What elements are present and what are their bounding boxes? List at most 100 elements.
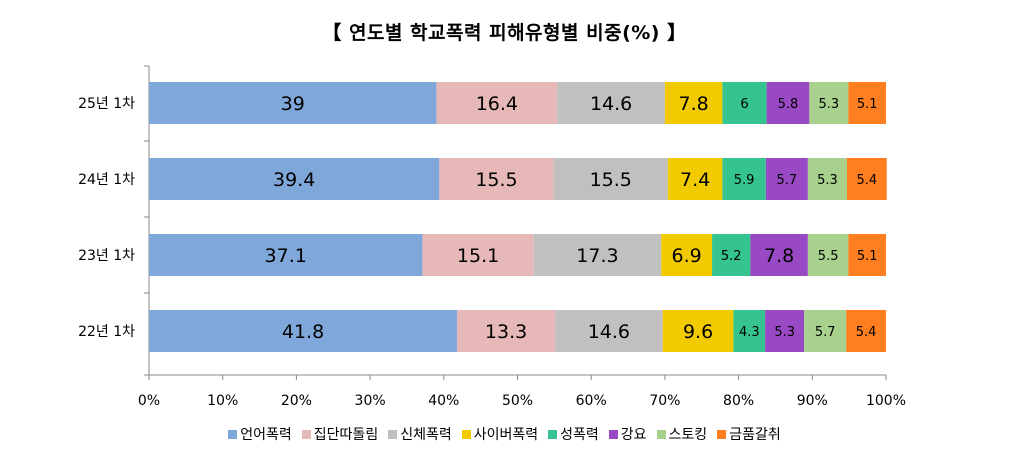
legend-item: 금품갈취 bbox=[717, 424, 781, 444]
data-label: 5.3 bbox=[817, 173, 838, 188]
data-label: 7.4 bbox=[680, 169, 710, 191]
bar-segment bbox=[804, 310, 847, 352]
bar-segment bbox=[809, 82, 849, 124]
bar-segment bbox=[555, 310, 663, 352]
legend-item: 강요 bbox=[608, 424, 647, 444]
bar-segment bbox=[722, 158, 766, 200]
x-tick-label: 90% bbox=[797, 393, 828, 409]
legend-item: 언어폭력 bbox=[228, 424, 292, 444]
x-tick-label: 10% bbox=[207, 393, 238, 409]
data-label: 9.6 bbox=[683, 321, 713, 343]
data-label: 6 bbox=[740, 97, 748, 112]
legend-label: 성폭력 bbox=[560, 427, 599, 443]
data-label: 5.1 bbox=[857, 249, 878, 264]
x-tick-label: 0% bbox=[138, 393, 160, 409]
bar-segment bbox=[422, 234, 534, 276]
data-label: 5.7 bbox=[777, 173, 798, 188]
bar-segment bbox=[765, 158, 808, 200]
legend-swatch bbox=[548, 429, 558, 439]
bar-segment bbox=[848, 234, 886, 276]
chart-title: 【 연도별 학교폭력 피해유형별 비중(%) 】 bbox=[322, 22, 687, 44]
bar-segment bbox=[149, 158, 440, 200]
chart-legend: 언어폭력 집단따돌림 신체폭력 사이버폭력 성폭력 강요 스토킹 금품갈취 bbox=[0, 424, 1009, 444]
x-tick-label: 20% bbox=[281, 393, 312, 409]
data-label: 15.1 bbox=[457, 245, 499, 267]
data-label: 5.1 bbox=[857, 97, 878, 112]
bar-segment bbox=[149, 234, 423, 276]
y-category-label: 23년 1차 bbox=[78, 248, 135, 264]
bar-segment bbox=[807, 234, 849, 276]
data-label: 14.6 bbox=[590, 93, 632, 115]
legend-item: 신체폭력 bbox=[388, 424, 452, 444]
legend-swatch bbox=[608, 429, 618, 439]
data-label: 7.8 bbox=[764, 245, 794, 267]
legend-label: 집단따돌림 bbox=[313, 427, 379, 443]
data-label: 5.3 bbox=[774, 325, 795, 340]
bar-segment bbox=[765, 310, 805, 352]
bar-segment bbox=[457, 310, 556, 352]
bar-segment bbox=[436, 82, 558, 124]
legend-item: 사이버폭력 bbox=[461, 424, 538, 444]
data-label: 7.8 bbox=[679, 93, 709, 115]
data-label: 5.8 bbox=[778, 97, 799, 112]
bar-segment bbox=[733, 310, 766, 352]
legend-swatch bbox=[656, 429, 666, 439]
bar-segment bbox=[766, 82, 810, 124]
x-tick-label: 30% bbox=[355, 393, 386, 409]
data-label: 17.3 bbox=[576, 245, 618, 267]
data-label: 5.4 bbox=[856, 173, 877, 188]
x-tick-label: 80% bbox=[723, 393, 754, 409]
legend-item: 스토킹 bbox=[656, 424, 708, 444]
bar-segment bbox=[662, 310, 734, 352]
legend-label: 금품갈취 bbox=[729, 427, 781, 443]
legend-swatch bbox=[717, 429, 727, 439]
x-tick-label: 40% bbox=[428, 393, 459, 409]
data-label: 4.3 bbox=[739, 325, 760, 340]
bar-segment bbox=[664, 82, 723, 124]
data-label: 13.3 bbox=[485, 321, 527, 343]
bar-segment bbox=[149, 310, 458, 352]
y-category-label: 24년 1차 bbox=[78, 172, 135, 188]
legend-label: 스토킹 bbox=[668, 427, 708, 443]
y-category-label: 22년 1차 bbox=[78, 324, 135, 340]
x-tick-label: 50% bbox=[502, 393, 533, 409]
data-label: 5.5 bbox=[818, 249, 839, 264]
legend-item: 집단따돌림 bbox=[301, 424, 379, 444]
legend-swatch bbox=[461, 429, 471, 439]
legend-swatch bbox=[388, 429, 398, 439]
bar-segment bbox=[848, 82, 886, 124]
data-label: 16.4 bbox=[476, 93, 518, 115]
bar-segment bbox=[439, 158, 554, 200]
bar-segment bbox=[750, 234, 808, 276]
data-label: 41.8 bbox=[282, 321, 324, 343]
data-label: 37.1 bbox=[265, 245, 307, 267]
data-label: 5.7 bbox=[815, 325, 836, 340]
bar-segment bbox=[553, 158, 668, 200]
data-label: 39 bbox=[281, 93, 305, 115]
bar-segment bbox=[846, 158, 887, 200]
bar-segment bbox=[722, 82, 767, 124]
legend-label: 신체폭력 bbox=[400, 427, 452, 443]
bar-segment bbox=[807, 158, 847, 200]
legend-label: 언어폭력 bbox=[240, 427, 292, 443]
bar-segment bbox=[667, 158, 723, 200]
data-label: 39.4 bbox=[273, 169, 315, 191]
data-label: 5.2 bbox=[721, 249, 742, 264]
data-label: 14.6 bbox=[588, 321, 630, 343]
bar-segment bbox=[557, 82, 665, 124]
legend-swatch bbox=[301, 429, 311, 439]
bar-segment bbox=[149, 82, 437, 124]
data-label: 6.9 bbox=[672, 245, 702, 267]
x-tick-label: 70% bbox=[649, 393, 680, 409]
y-category-label: 25년 1차 bbox=[78, 96, 135, 112]
data-label: 15.5 bbox=[475, 169, 517, 191]
data-label: 5.4 bbox=[856, 325, 877, 340]
legend-item: 성폭력 bbox=[548, 424, 599, 444]
bar-segment bbox=[712, 234, 751, 276]
bar-segment bbox=[533, 234, 662, 276]
x-tick-label: 100% bbox=[866, 393, 906, 409]
legend-swatch bbox=[228, 429, 238, 439]
data-label: 15.5 bbox=[590, 169, 632, 191]
legend-label: 강요 bbox=[620, 427, 647, 443]
